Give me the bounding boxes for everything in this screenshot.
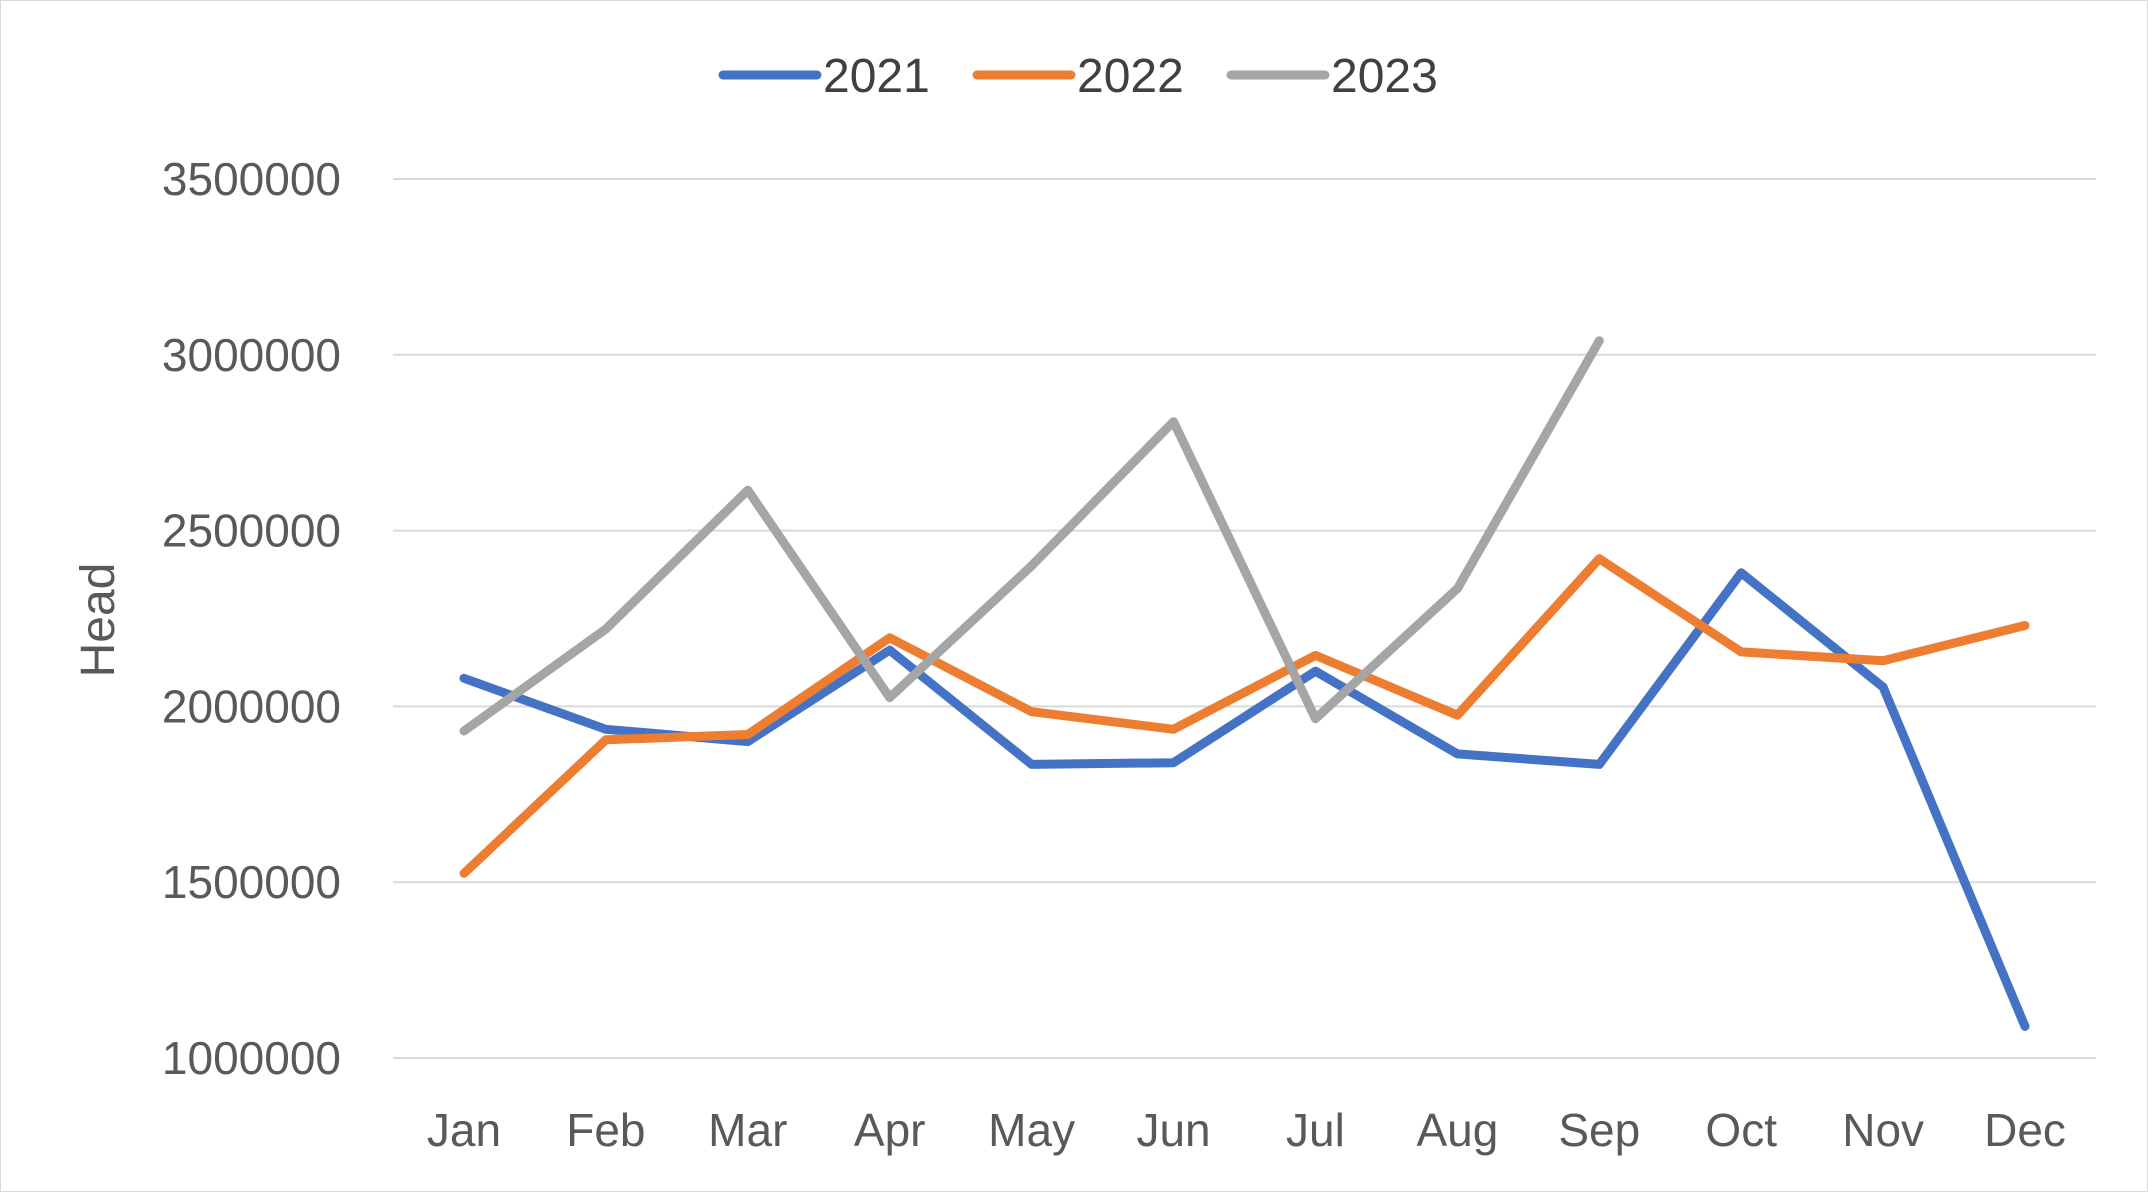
x-tick-label: Jan: [427, 1104, 501, 1156]
y-tick-label: 1500000: [162, 856, 341, 908]
legend-label-2022: 2022: [1077, 50, 1184, 103]
y-tick-label: 2500000: [162, 505, 341, 557]
y-axis-title: Head: [72, 563, 125, 678]
legend-label-2023: 2023: [1331, 50, 1438, 103]
x-tick-label: Oct: [1705, 1104, 1777, 1156]
x-tick-label: Dec: [1984, 1104, 2066, 1156]
x-tick-label: Nov: [1842, 1104, 1924, 1156]
x-tick-label: Jun: [1136, 1104, 1210, 1156]
y-tick-label: 3500000: [162, 153, 341, 205]
series-line-2022: [459, 554, 2030, 878]
x-tick-label: Apr: [854, 1104, 926, 1156]
y-tick-label: 2000000: [162, 680, 341, 732]
series-lines: [459, 336, 2030, 1031]
series-line-2023: [459, 336, 1604, 736]
x-tick-label: Feb: [566, 1104, 645, 1156]
series-line-2021: [459, 568, 2030, 1031]
x-tick-label: Sep: [1558, 1104, 1640, 1156]
y-axis-tick-labels: 3500000 3000000 2500000 2000000 1500000 10000…: [162, 153, 341, 1084]
x-tick-label: Aug: [1416, 1104, 1498, 1156]
gridlines: [393, 178, 2096, 1059]
x-tick-label: May: [988, 1104, 1075, 1156]
y-tick-label: 3000000: [162, 329, 341, 381]
legend: 2021 2022 2023: [718, 50, 1438, 103]
x-tick-label: Jul: [1286, 1104, 1345, 1156]
y-tick-label: 1000000: [162, 1032, 341, 1084]
legend-label-2021: 2021: [823, 50, 930, 103]
x-axis-tick-labels: Jan Feb Mar Apr May Jun Jul Aug Sep Oct Nov Dec: [427, 1104, 2066, 1156]
x-tick-label: Mar: [708, 1104, 787, 1156]
